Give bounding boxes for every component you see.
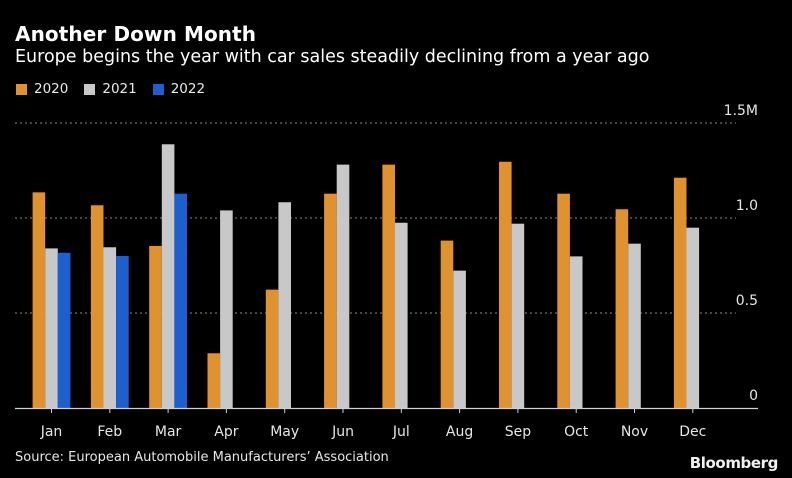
source-note: Source: European Automobile Manufacturer… [15, 450, 389, 465]
bar-2022-jan [57, 252, 71, 408]
legend-item-2022: 2022 [152, 81, 206, 97]
y-tick-label: 1.0 [736, 198, 758, 214]
legend-label-2022: 2022 [170, 81, 206, 97]
bar-2021-sep [511, 223, 525, 408]
bar-2022-feb [116, 256, 129, 408]
legend-swatch-2021 [84, 83, 96, 95]
bar-2020-jan [32, 192, 46, 408]
bar-2020-jul [382, 164, 395, 408]
x-tick-label: Mar [155, 424, 182, 440]
x-tick-label: May [270, 424, 299, 440]
bar-2021-feb [103, 247, 117, 408]
bar-2020-nov [615, 209, 629, 408]
y-tick-label: 1.5M [724, 103, 758, 119]
chart-title: Another Down Month [15, 22, 257, 46]
x-tick-label: Sep [505, 424, 532, 440]
legend-item-2020: 2020 [16, 81, 68, 97]
chart-subtitle: Europe begins the year with car sales st… [15, 47, 650, 67]
x-tick-label: Nov [621, 424, 648, 440]
bar-2021-aug [453, 270, 466, 408]
bar-2021-apr [220, 210, 233, 408]
legend-label-2021: 2021 [102, 81, 137, 97]
x-tick-label: Apr [214, 424, 238, 440]
bars [32, 144, 700, 408]
bar-2020-dec [673, 177, 687, 408]
bloomberg-logo: Bloomberg [689, 454, 779, 472]
x-axis-labels: Jan Feb Mar Apr May Jun Jul Aug Sep Oct Nov Dec [40, 424, 707, 440]
bar-2020-feb [90, 205, 104, 408]
bar-2021-jun [336, 164, 350, 408]
bar-2020-may [265, 289, 279, 408]
legend-item-2021: 2021 [84, 81, 137, 97]
bar-2022-mar [174, 193, 187, 408]
x-tick-label: Jun [331, 424, 354, 440]
x-tick-label: Jan [40, 424, 63, 440]
bar-2020-apr [207, 353, 221, 408]
x-tick-label: Jul [392, 424, 410, 440]
x-tick-label: Oct [564, 424, 589, 440]
bar-2021-jul [395, 222, 408, 408]
x-tick-label: Feb [97, 424, 122, 440]
bar-2021-mar [161, 144, 175, 408]
y-tick-label: 0.5 [736, 293, 758, 309]
x-axis [15, 407, 758, 413]
bar-2020-oct [557, 193, 570, 408]
bar-2021-jan [45, 248, 58, 408]
y-axis-labels: 0 0.5 1.0 1.5M [724, 103, 758, 404]
bar-2021-dec [686, 227, 700, 408]
bar-2020-aug [440, 240, 454, 408]
legend: 2020 2021 2022 [16, 81, 205, 97]
x-tick-label: Dec [679, 424, 706, 440]
bar-2021-nov [628, 243, 641, 408]
bar-2021-may [278, 202, 291, 408]
bar-2020-mar [149, 245, 162, 408]
x-tick-label: Aug [446, 424, 473, 440]
bar-2021-oct [569, 256, 583, 408]
legend-label-2020: 2020 [34, 81, 69, 97]
legend-swatch-2022 [152, 83, 164, 95]
bar-2020-jun [324, 193, 337, 408]
y-tick-label: 0 [749, 388, 758, 404]
bar-2020-sep [499, 161, 512, 408]
legend-swatch-2020 [16, 83, 27, 95]
